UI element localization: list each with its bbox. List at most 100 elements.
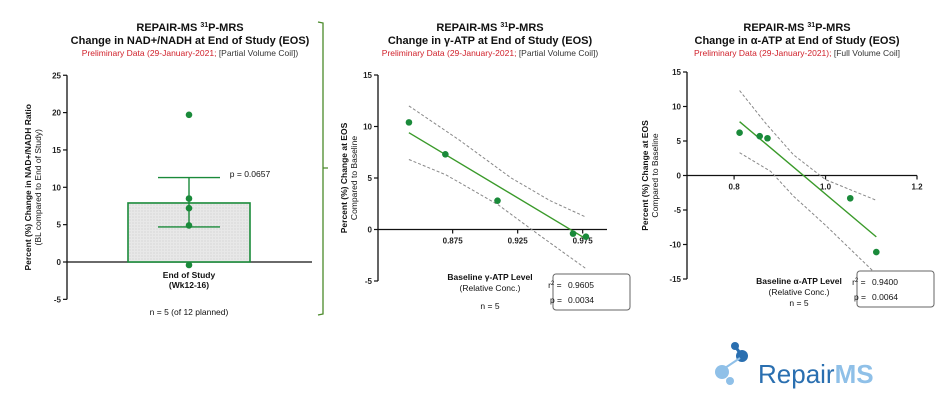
x-axis-label: Baseline γ-ATP Level: [447, 272, 532, 282]
subtitle-red: Preliminary Data (29-January-2021;: [382, 48, 517, 58]
x-tick-label: 1.2: [911, 183, 923, 192]
r2-value: 0.9605: [568, 280, 594, 290]
x-tick-label: 1.0: [820, 183, 832, 192]
y-axis-label-2: (BL compared to End of Study): [33, 129, 43, 246]
y-tick-label: -5: [365, 277, 373, 286]
y-tick-label: -5: [54, 295, 62, 304]
data-point: [756, 132, 764, 140]
r2-sup: 2: [855, 278, 859, 284]
logo-text-a: Repair: [758, 359, 835, 389]
chart-subtitle: Preliminary Data (29-January-2021; [Part…: [382, 48, 599, 58]
bracket: [317, 21, 328, 316]
y-tick-label: 5: [677, 137, 682, 146]
chart-title-line2: Change in γ-ATP at End of Study (EOS): [388, 35, 593, 47]
r2-eq: =: [858, 277, 868, 287]
data-point: [185, 195, 193, 202]
y-tick-label: 15: [52, 146, 61, 155]
y-tick-label: 20: [52, 109, 61, 118]
r2-stat: r2 = 0.9605: [548, 280, 594, 290]
data-point: [569, 230, 577, 237]
x-tick-label: End of Study: [163, 270, 216, 280]
title-part: P-MRS: [208, 22, 243, 34]
subtitle-red: Preliminary Data (29-January-2021);: [694, 48, 831, 58]
r2-label: r: [548, 280, 551, 290]
data-point: [873, 248, 880, 256]
fit-line: [739, 121, 877, 238]
title-part: REPAIR-MS: [136, 22, 200, 34]
x-tick-label: 0.975: [573, 237, 594, 246]
p-stat: p = 0.0064: [854, 292, 898, 302]
y-tick-label: -10: [669, 241, 681, 250]
chart-title: REPAIR-MS 31P-MRS: [436, 22, 543, 34]
p-stat: p = 0.0034: [550, 295, 594, 305]
chart-subtitle: Preliminary Data (29-January-2021); [Ful…: [694, 48, 900, 58]
y-axis-label-2: Compared to Baseline: [650, 133, 660, 217]
data-point: [185, 261, 193, 269]
ci-lower: [408, 159, 587, 270]
chart-title: REPAIR-MS 31P-MRS: [743, 22, 850, 34]
stats-box: [856, 270, 935, 308]
y-tick-label: -15: [669, 275, 681, 284]
data-point: [582, 233, 590, 241]
data-point: [185, 111, 193, 119]
p-label: p =: [550, 295, 562, 305]
x-tick-label: 0.875: [443, 237, 464, 246]
y-tick-label: 0: [677, 172, 682, 181]
x-tick-label: 0.925: [508, 237, 529, 246]
r2-label: r: [852, 277, 855, 287]
title-sup: 31: [500, 22, 508, 29]
repairms-logo: RepairMS: [715, 342, 874, 389]
subtitle-gray: [Partial Volume Coil]): [516, 48, 598, 58]
stats-box: [552, 273, 631, 311]
subtitle-red: Preliminary Data (29-January-2021;: [82, 48, 217, 58]
title-sup: 31: [200, 22, 208, 29]
data-point: [185, 222, 193, 229]
title-part: REPAIR-MS: [436, 22, 500, 34]
ci-upper: [408, 105, 587, 218]
data-point: [185, 204, 193, 212]
data-point: [846, 194, 854, 202]
n-text: n = 5: [789, 298, 808, 308]
ci-upper: [739, 90, 877, 201]
title-part: P-MRS: [508, 22, 543, 34]
y-tick-label: 25: [52, 71, 61, 80]
data-point: [736, 129, 743, 137]
logo-text: RepairMS: [758, 359, 874, 389]
r2-value: 0.9400: [872, 277, 898, 287]
y-tick-label: 15: [363, 71, 372, 80]
y-tick-label: 10: [363, 123, 372, 132]
y-axis-label: Percent (%) Change in NAD+/NADH Ratio: [23, 104, 33, 270]
title-part: REPAIR-MS: [743, 22, 807, 34]
y-tick-label: 15: [672, 68, 681, 77]
x-axis-label-2: (Relative Conc.): [769, 287, 830, 297]
title-part: P-MRS: [815, 22, 850, 34]
logo-molecule-icon: [733, 345, 744, 357]
x-axis-label-2: (Relative Conc.): [460, 283, 521, 293]
p-value: 0.0034: [568, 295, 594, 305]
chart-title: REPAIR-MS 31P-MRS: [136, 22, 243, 34]
data-point: [764, 134, 771, 142]
data-point: [442, 151, 449, 158]
logo-molecule-icon: [726, 377, 734, 385]
r2-stat: r2 = 0.9400: [852, 277, 898, 287]
y-tick-label: 0: [368, 226, 373, 235]
chart-title-line2: Change in NAD+/NADH at End of Study (EOS…: [71, 35, 310, 47]
fit-line: [408, 132, 587, 240]
y-tick-label: -5: [674, 206, 682, 215]
chart-subtitle: Preliminary Data (29-January-2021; [Part…: [82, 48, 299, 58]
n-text: n = 5: [480, 301, 499, 311]
title-sup: 31: [807, 22, 815, 29]
y-tick-label: 5: [57, 221, 62, 230]
n-text: n = 5 (of 12 planned): [150, 307, 229, 317]
y-axis-label: Percent (%) Change at EOS: [640, 120, 650, 231]
r2-eq: =: [554, 280, 564, 290]
x-tick-label: 0.8: [729, 183, 741, 192]
y-tick-label: 5: [368, 174, 373, 183]
subtitle-gray: [Partial Volume Coil]): [216, 48, 298, 58]
chart-title-line2: Change in α-ATP at End of Study (EOS): [695, 35, 900, 47]
x-axis-label: Baseline α-ATP Level: [756, 276, 842, 286]
y-tick-label: 10: [52, 183, 61, 192]
p-label: p =: [854, 292, 866, 302]
logo-molecule-icon: [724, 357, 741, 369]
